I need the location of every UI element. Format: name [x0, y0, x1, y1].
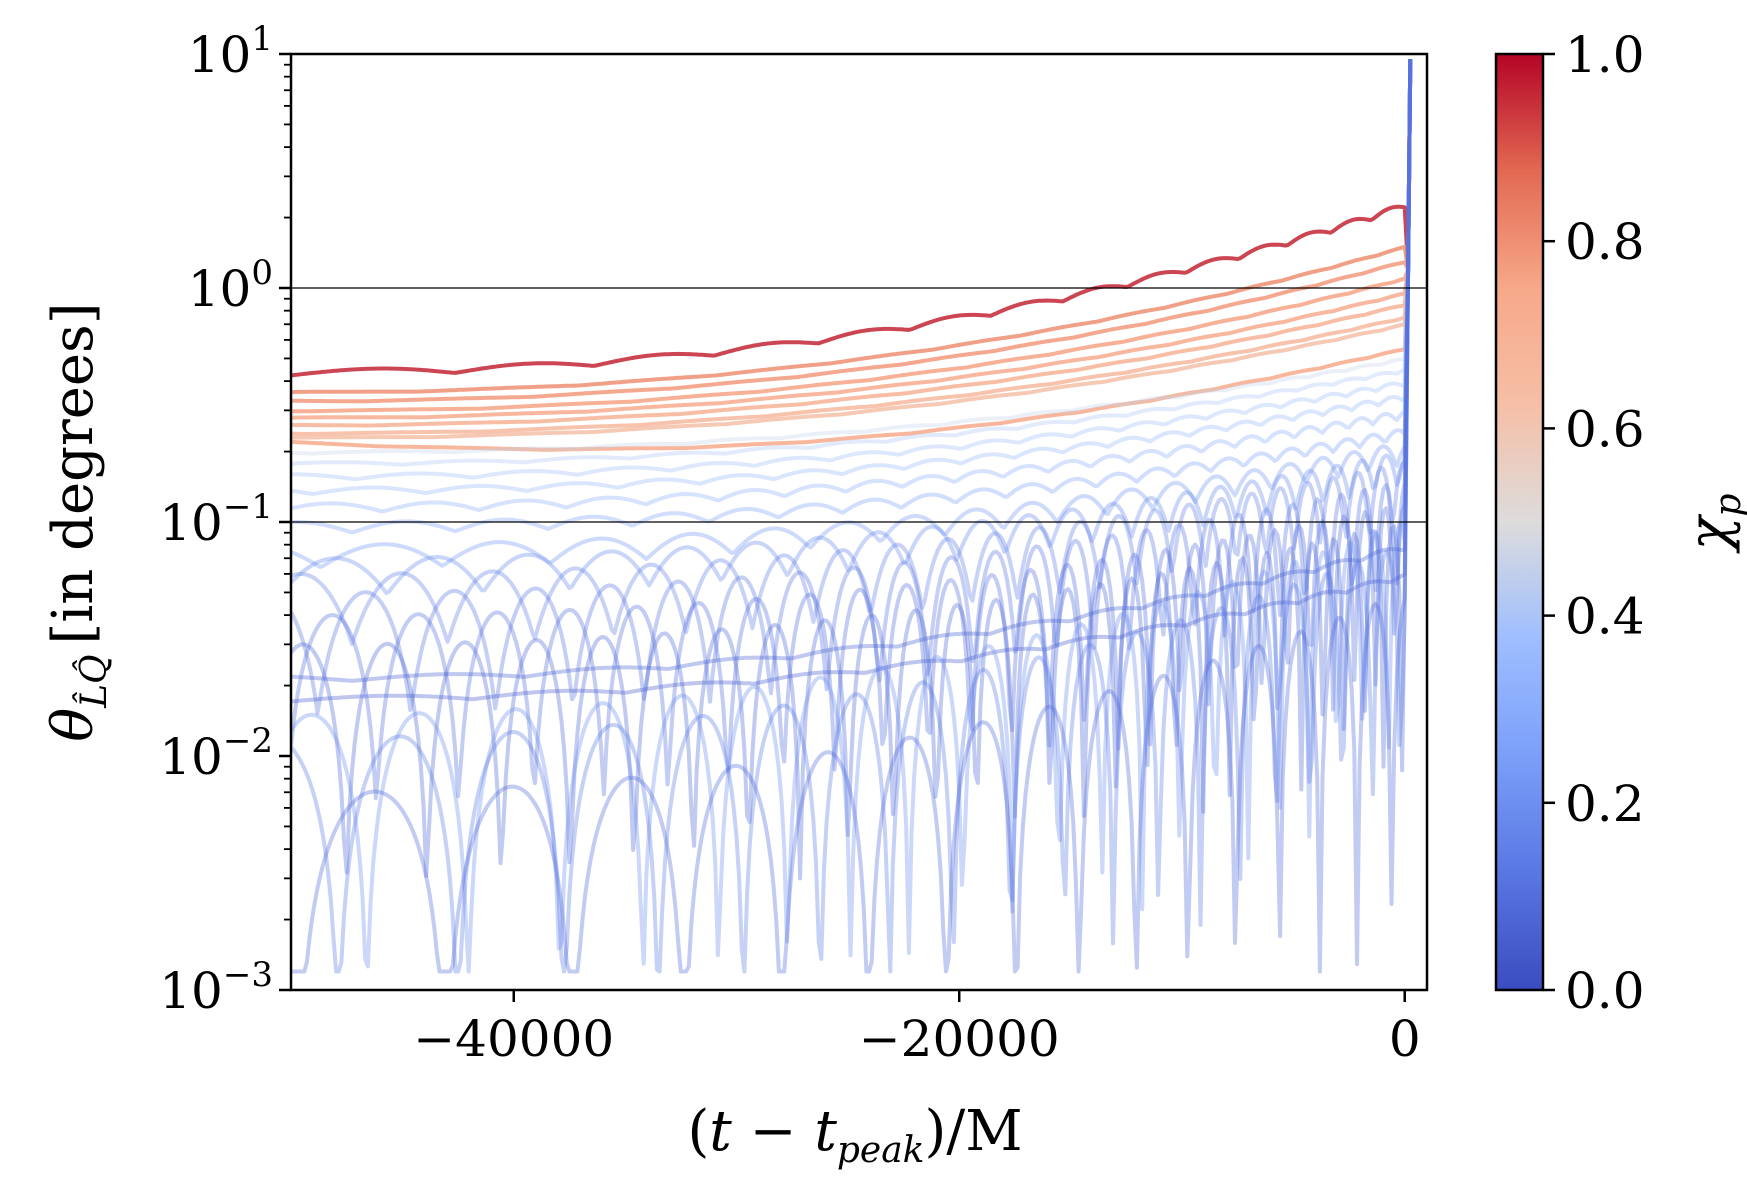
series-line [291, 59, 1413, 704]
x-axis-ticks: −40000 −20000 0 [413, 990, 1421, 1068]
series-line [291, 59, 1413, 496]
y-axis-ticks: 101 100 10−1 10−2 10−3 [159, 19, 291, 1020]
series-line [291, 59, 1413, 428]
colorbar-ticks: 0.0 0.2 0.4 0.6 0.8 1.0 [1543, 26, 1645, 1020]
series-line [291, 59, 1413, 414]
series-line [291, 59, 1413, 881]
reference-lines [291, 287, 1427, 523]
series-line [291, 59, 1413, 482]
series-line [291, 59, 1413, 467]
series-line [291, 59, 1413, 646]
x-tick-label: −40000 [413, 1010, 614, 1068]
x-tick-label: 0 [1389, 1010, 1421, 1068]
series-line [291, 59, 1413, 535]
series-line [291, 59, 1413, 456]
series-line [291, 59, 1413, 420]
y-tick-label: 10−1 [159, 487, 273, 552]
series-line [291, 59, 1413, 974]
series-line [291, 59, 1413, 974]
colorbar-tick-label: 0.6 [1565, 400, 1645, 458]
y-axis-label: θL̂Q̂[in degrees] [41, 302, 115, 741]
series-line [291, 59, 1413, 974]
series-line [291, 59, 1413, 440]
series-line [291, 59, 1413, 394]
colorbar-label: χp [1677, 494, 1747, 555]
y-tick-label: 100 [188, 253, 273, 318]
series-line [291, 59, 1413, 452]
y-tick-label: 10−3 [159, 955, 273, 1020]
colorbar [1494, 52, 1545, 992]
series-line [291, 59, 1413, 436]
colorbar-tick-label: 0.2 [1565, 775, 1645, 833]
series-line [291, 59, 1413, 683]
x-axis-label: (t − tpeak)/M [687, 1099, 1022, 1171]
x-tick-label: −20000 [859, 1010, 1060, 1068]
series-line [291, 59, 1413, 404]
colorbar-tick-label: 0.4 [1565, 588, 1645, 646]
colorbar-tick-label: 1.0 [1565, 26, 1645, 84]
series-line [291, 59, 1413, 801]
y-tick-label: 10−2 [159, 721, 273, 786]
colorbar-tick-label: 0.8 [1565, 213, 1645, 271]
series-line [291, 59, 1413, 715]
series-line [291, 59, 1413, 514]
y-tick-label: 101 [188, 19, 273, 84]
colorbar-tick-label: 0.0 [1565, 962, 1645, 1020]
series-layer [291, 59, 1413, 974]
series-line [291, 59, 1413, 378]
series-line [291, 59, 1413, 595]
